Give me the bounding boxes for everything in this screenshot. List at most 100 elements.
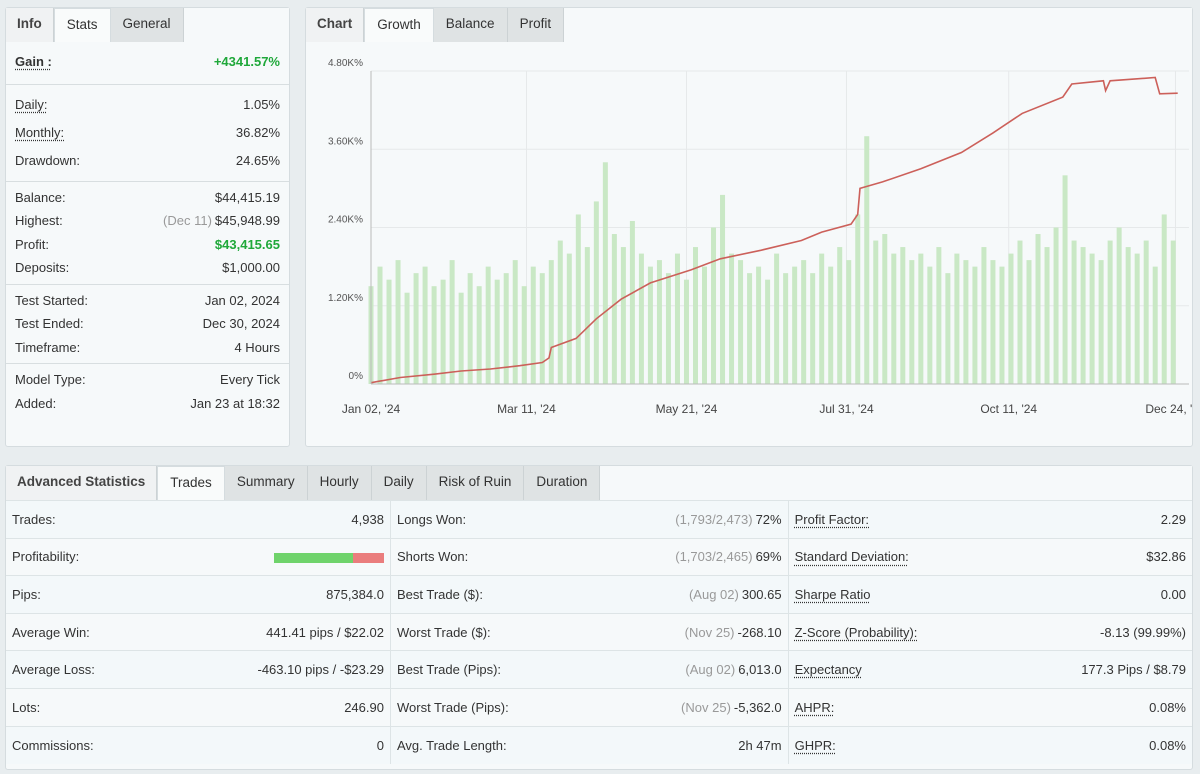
- stat-label: Monthly:: [15, 124, 65, 140]
- bar: [837, 247, 843, 384]
- growth-line: [370, 76, 1178, 384]
- stat-row: Model Type: Every Tick: [15, 368, 280, 392]
- label: Trades:: [12, 511, 56, 527]
- x-tick-label: May 21, '24: [656, 402, 718, 416]
- bar: [1125, 247, 1131, 384]
- cell-label: Expectancy: [788, 650, 979, 689]
- bar: [1044, 247, 1050, 384]
- bar: [458, 292, 464, 384]
- cell-label: Lots:: [6, 687, 136, 727]
- bar: [774, 253, 780, 384]
- value: 72%: [755, 511, 782, 527]
- tab[interactable]: Daily: [371, 466, 427, 500]
- tab[interactable]: Duration: [524, 466, 601, 500]
- stat-row: Highest: (Dec 11) $45,948.99: [15, 209, 280, 233]
- stats-group: Balance: $44,415.19 Highest: (Dec 11) $45,94…: [6, 180, 289, 284]
- stat-label: Test Started:: [15, 292, 88, 308]
- bar: [729, 253, 735, 384]
- bar: [936, 247, 942, 384]
- label: AHPR:: [794, 699, 835, 715]
- stat-value: Every Tick: [220, 372, 280, 387]
- cell-value: [136, 537, 391, 576]
- stat-row: Added: Jan 23 at 18:32: [15, 392, 280, 416]
- bar: [1017, 240, 1023, 384]
- bar: [494, 279, 500, 384]
- label: GHPR:: [794, 737, 836, 753]
- y-tick-label: 4.80K%: [328, 58, 363, 69]
- cell-label: Worst Trade ($):: [390, 612, 571, 651]
- tab[interactable]: Risk of Ruin: [426, 466, 525, 500]
- tab[interactable]: Summary: [224, 466, 308, 500]
- stat-value: 36.82%: [235, 124, 280, 140]
- bar: [404, 292, 410, 384]
- stats-group: Gain : +4341.57%: [6, 42, 289, 84]
- cell-value: 441.41 pips / $22.02: [136, 612, 391, 651]
- bar: [395, 260, 401, 384]
- cell-value: 246.90: [136, 687, 391, 727]
- bar: [377, 266, 383, 384]
- stat-row: Gain : +4341.57%: [15, 50, 280, 74]
- tab[interactable]: Trades: [157, 466, 225, 500]
- value: 6,013.0: [738, 662, 782, 678]
- bar: [638, 253, 644, 384]
- note: (1,703/2,465): [675, 549, 753, 565]
- stat-label: Drawdown:: [15, 152, 81, 168]
- bar: [828, 266, 834, 384]
- bar: [1053, 227, 1059, 384]
- stat-label: Highest:: [15, 213, 63, 228]
- cell-label: Best Trade ($):: [390, 575, 571, 614]
- bar: [665, 273, 671, 384]
- cell-value: (1,703/2,465) 69%: [570, 537, 789, 576]
- bar: [1134, 253, 1140, 384]
- bar: [882, 234, 888, 384]
- x-tick-label: Oct 11, '24: [980, 402, 1037, 416]
- bar: [855, 214, 861, 384]
- table-row: Profitability: Shorts Won: (1,703/2,465) 69…: [6, 537, 1192, 576]
- stat-value: $44,415.19: [214, 189, 280, 205]
- table-row: Pips: 875,384.0 Best Trade ($): (Aug 02) 300…: [6, 575, 1192, 614]
- tab[interactable]: Hourly: [307, 466, 372, 500]
- stat-value: +4341.57%: [213, 54, 280, 69]
- label: Z-Score (Probability):: [794, 624, 918, 640]
- tab[interactable]: Stats: [53, 8, 111, 42]
- value: 875,384.0: [326, 586, 384, 602]
- value: 4,938: [351, 511, 384, 527]
- label: Pips:: [12, 586, 41, 602]
- tab[interactable]: Growth: [364, 8, 434, 42]
- bar: [521, 286, 527, 384]
- bar: [981, 247, 987, 384]
- stat-value-box: 36.82%: [236, 119, 280, 147]
- cell-value: 0.08%: [978, 725, 1192, 764]
- tab: Info: [6, 8, 54, 42]
- bar: [720, 194, 726, 384]
- bar: [711, 227, 717, 384]
- stat-row: Test Started: Jan 02, 2024: [15, 289, 280, 313]
- tab[interactable]: Profit: [507, 8, 565, 42]
- bar: [918, 253, 924, 384]
- bar: [801, 260, 807, 384]
- x-tick-label: Jul 31, '24: [819, 402, 874, 416]
- cell-value: $32.86: [978, 537, 1192, 576]
- label: Expectancy: [794, 662, 862, 678]
- stat-value: Jan 02, 2024: [204, 292, 280, 308]
- stat-value-box: +4341.57%: [214, 50, 280, 74]
- bar: [864, 136, 870, 384]
- bar: [548, 260, 554, 384]
- x-tick-label: Jan 02, '24: [342, 402, 401, 416]
- cell-value: 0: [136, 725, 391, 764]
- stat-value-box: 1.05%: [243, 91, 280, 119]
- bar: [566, 253, 572, 384]
- bar: [702, 266, 708, 384]
- cell-label: Avg. Trade Length:: [390, 725, 571, 764]
- bar: [485, 266, 491, 384]
- tab[interactable]: Balance: [433, 8, 508, 42]
- bar: [783, 273, 789, 384]
- bar: [1089, 253, 1095, 384]
- bar: [1116, 227, 1122, 384]
- bar: [476, 286, 482, 384]
- cell-label: Worst Trade (Pips):: [390, 687, 571, 727]
- tab[interactable]: General: [110, 8, 184, 42]
- bar: [422, 266, 428, 384]
- stat-note: (Dec 11): [163, 213, 212, 228]
- stat-label: Model Type:: [15, 372, 86, 387]
